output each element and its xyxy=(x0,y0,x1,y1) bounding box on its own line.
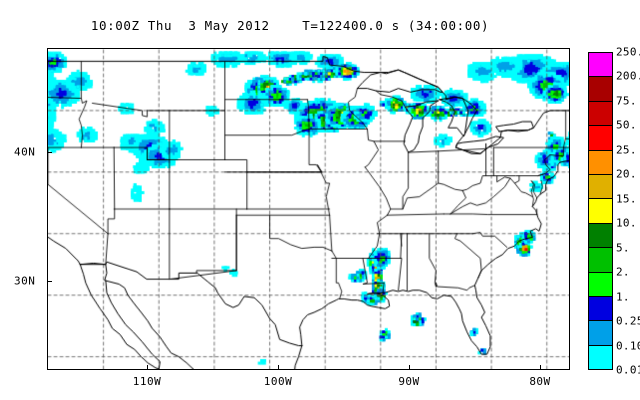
x-tick-label-90W: 90W xyxy=(398,375,420,388)
colorbar xyxy=(588,52,613,370)
map-plot-area xyxy=(47,48,570,370)
colorbar-label-10p: 10. xyxy=(616,216,637,230)
colorbar-band-250 xyxy=(589,53,612,78)
colorbar-band-15 xyxy=(589,199,612,224)
colorbar-label-75p: 75. xyxy=(616,94,637,108)
colorbar-label-2p: 2. xyxy=(616,265,630,279)
colorbar-label-25p: 25. xyxy=(616,143,637,157)
colorbar-label-20p: 20. xyxy=(616,167,637,181)
y-tick-label-40N: 40N xyxy=(14,145,36,159)
x-tick-label-100W: 100W xyxy=(263,375,293,388)
x-tick-110W xyxy=(147,365,149,370)
colorbar-band-0.1 xyxy=(589,345,612,370)
colorbar-label-0p25: 0.25 xyxy=(616,314,640,328)
x-tick-label-110W: 110W xyxy=(132,375,162,388)
colorbar-label-0p10: 0.10 xyxy=(616,339,640,353)
x-tick-90W xyxy=(409,365,411,370)
colorbar-band-1 xyxy=(589,296,612,322)
colorbar-band-10 xyxy=(589,223,612,249)
colorbar-label-250p: 250. xyxy=(616,45,640,59)
colorbar-band-0.25 xyxy=(589,321,612,346)
precipitation-map-canvas xyxy=(48,49,569,369)
colorbar-label-0p01: 0.01 xyxy=(616,363,640,377)
x-tick-label-80W: 80W xyxy=(529,375,551,388)
colorbar-band-50 xyxy=(589,126,612,151)
colorbar-band-200 xyxy=(589,77,612,102)
x-tick-100W xyxy=(278,365,280,370)
colorbar-label-1p: 1. xyxy=(616,290,630,304)
y-tick-label-30N: 30N xyxy=(14,274,36,288)
colorbar-band-25 xyxy=(589,150,612,175)
colorbar-band-20 xyxy=(589,174,612,200)
y-tick-30N xyxy=(47,281,52,283)
colorbar-band-2 xyxy=(589,272,612,297)
colorbar-label-200p: 200. xyxy=(616,69,640,83)
x-tick-80W xyxy=(540,365,542,370)
figure-title: 10:00Z Thu 3 May 2012 T=122400.0 s (34:0… xyxy=(90,18,490,33)
colorbar-label-50p: 50. xyxy=(616,118,637,132)
colorbar-band-5 xyxy=(589,248,612,273)
colorbar-label-15p: 15. xyxy=(616,192,637,206)
colorbar-band-75 xyxy=(589,101,612,127)
colorbar-label-5p: 5. xyxy=(616,241,630,255)
y-tick-40N xyxy=(47,152,52,154)
